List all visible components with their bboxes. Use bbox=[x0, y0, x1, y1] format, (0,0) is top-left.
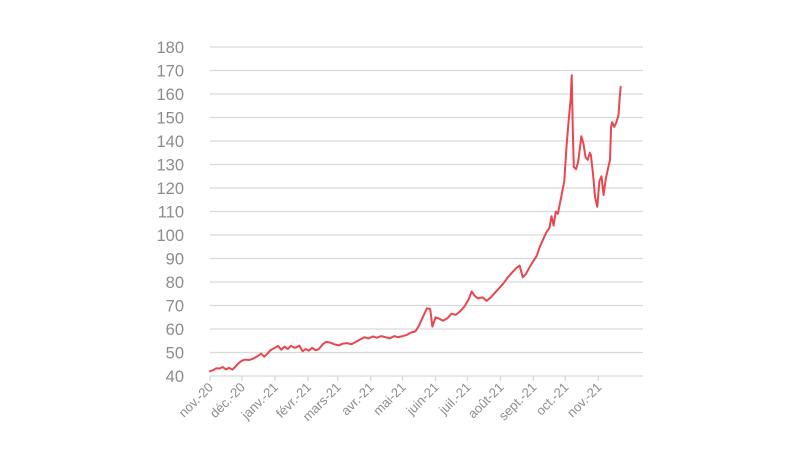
y-tick-label: 150 bbox=[156, 110, 184, 128]
y-tick-label: 120 bbox=[156, 180, 184, 198]
y-tick-label: 180 bbox=[156, 39, 184, 57]
y-tick-label: 40 bbox=[166, 368, 184, 386]
y-tick-label: 90 bbox=[166, 251, 184, 269]
x-tick-label: juin-21 bbox=[403, 380, 442, 419]
x-tick-label: janv.-21 bbox=[238, 380, 281, 423]
y-tick-label: 110 bbox=[158, 204, 184, 222]
y-tick-label: 60 bbox=[166, 321, 184, 339]
y-tick-label: 70 bbox=[166, 298, 184, 316]
x-tick-label: mai-21 bbox=[370, 380, 409, 419]
y-tick-label: 80 bbox=[166, 274, 184, 292]
y-tick-label: 50 bbox=[166, 345, 184, 363]
x-tick-label: avr.-21 bbox=[338, 380, 377, 419]
series-line-0 bbox=[209, 74, 622, 373]
y-tick-label: 100 bbox=[156, 227, 184, 245]
y-tick-label: 140 bbox=[156, 133, 184, 151]
y-tick-label: 130 bbox=[156, 157, 184, 175]
x-tick-label: nov.-21 bbox=[564, 380, 605, 421]
y-tick-label: 160 bbox=[156, 86, 184, 104]
y-tick-label: 170 bbox=[156, 63, 184, 81]
